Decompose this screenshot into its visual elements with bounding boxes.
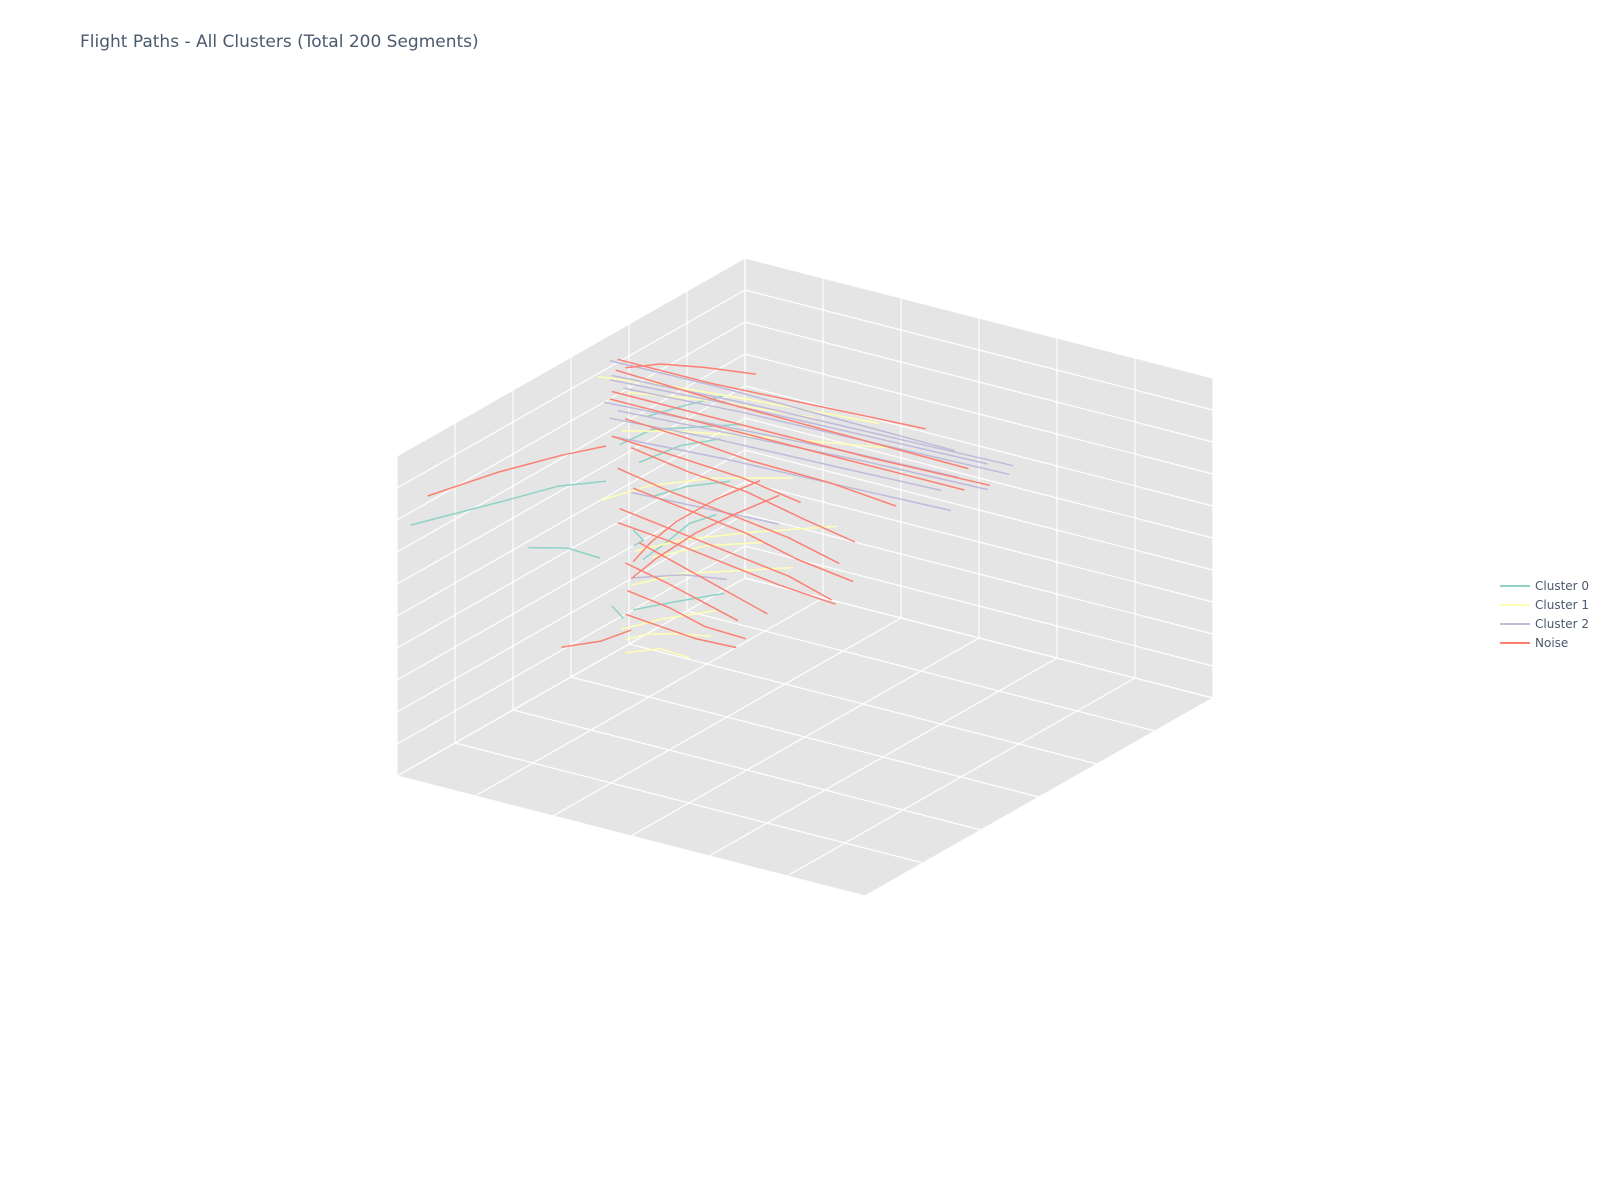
flight-path[interactable] xyxy=(631,566,793,587)
flight-path[interactable] xyxy=(630,494,780,580)
flight-path[interactable] xyxy=(623,387,1010,476)
flight-path[interactable] xyxy=(625,363,756,375)
legend-item[interactable]: Cluster 2 xyxy=(1500,614,1589,633)
gridline-z-back xyxy=(744,257,1214,379)
gridline-z-left xyxy=(396,289,746,489)
flight-path[interactable] xyxy=(633,592,725,611)
gridline-z-left xyxy=(396,513,746,713)
flight-path[interactable] xyxy=(630,447,856,543)
flight-path[interactable] xyxy=(652,541,764,558)
flight-path[interactable] xyxy=(652,480,731,498)
flight-path[interactable] xyxy=(625,632,712,641)
flight-path[interactable] xyxy=(642,513,717,561)
flight-path[interactable] xyxy=(609,359,955,452)
gridline-y-floor xyxy=(454,742,924,864)
flight-path[interactable] xyxy=(625,562,739,622)
flight-path[interactable] xyxy=(625,613,737,649)
series-noise[interactable] xyxy=(427,358,990,649)
flight-path[interactable] xyxy=(617,521,836,605)
gridline-y-floor xyxy=(570,676,1040,798)
flight-path[interactable] xyxy=(609,417,942,492)
flight-path[interactable] xyxy=(625,418,897,507)
flight-path[interactable] xyxy=(632,480,761,563)
legend-swatch xyxy=(1500,603,1530,606)
legend-label: Cluster 2 xyxy=(1535,616,1590,631)
legend-swatch xyxy=(1500,622,1530,625)
gridline-y-floor xyxy=(628,643,1098,765)
gridline-z-left xyxy=(396,577,746,777)
flight-path[interactable] xyxy=(611,435,951,512)
legend-swatch xyxy=(1500,584,1530,587)
flight-path[interactable] xyxy=(627,590,747,640)
gridline-z-back xyxy=(744,513,1214,635)
flight-path[interactable] xyxy=(599,477,793,502)
legend-label: Noise xyxy=(1535,635,1569,650)
gridline-z-back xyxy=(744,289,1214,411)
flight-path[interactable] xyxy=(609,379,988,465)
legend: Cluster 0 Cluster 1 Cluster 2 Noise xyxy=(1500,576,1589,652)
gridline-z-back xyxy=(744,417,1214,539)
flight-path[interactable] xyxy=(611,605,624,620)
flight-path[interactable] xyxy=(603,401,959,479)
flight-paths xyxy=(410,358,1014,659)
gridline-z-left xyxy=(396,545,746,745)
flight-path[interactable] xyxy=(598,376,879,424)
series-cluster-1[interactable] xyxy=(598,376,887,659)
gridline-z-back xyxy=(744,481,1214,603)
flight-path[interactable] xyxy=(638,541,768,615)
flight-path[interactable] xyxy=(609,398,965,491)
flight-path[interactable] xyxy=(528,546,601,559)
flight-path[interactable] xyxy=(617,358,926,430)
gridline-y-floor xyxy=(686,610,1156,732)
gridline-z-back xyxy=(744,385,1214,507)
flight-path[interactable] xyxy=(621,609,717,630)
legend-item[interactable]: Cluster 0 xyxy=(1500,576,1589,595)
flight-path[interactable] xyxy=(561,629,632,649)
gridline-z-back xyxy=(744,449,1214,571)
gridline-z-back xyxy=(744,353,1214,475)
flight-path[interactable] xyxy=(611,435,801,504)
legend-label: Cluster 0 xyxy=(1535,578,1590,593)
flight-path[interactable] xyxy=(635,525,838,552)
axis-panes xyxy=(397,258,1213,896)
gridline-y-floor xyxy=(396,775,866,897)
legend-item[interactable]: Cluster 1 xyxy=(1500,595,1589,614)
flight-path[interactable] xyxy=(611,390,990,487)
flight-path[interactable] xyxy=(632,529,644,547)
gridline-z-back xyxy=(744,545,1214,667)
flight-path[interactable] xyxy=(625,648,690,659)
legend-swatch xyxy=(1500,641,1530,644)
flight-path[interactable] xyxy=(427,445,607,497)
legend-item[interactable]: Noise xyxy=(1500,633,1589,652)
flight-path[interactable] xyxy=(615,369,969,470)
flight-path[interactable] xyxy=(410,480,607,526)
gridline-z-back xyxy=(744,321,1214,443)
gridline-y-floor xyxy=(512,709,982,831)
gridline-z-back xyxy=(744,577,1214,699)
gridline-z-left xyxy=(396,257,746,457)
flight-path[interactable] xyxy=(632,487,854,583)
chart-title: Flight Paths - All Clusters (Total 200 S… xyxy=(80,32,479,52)
flight-path[interactable] xyxy=(619,508,832,601)
flight-path[interactable] xyxy=(633,574,727,581)
legend-label: Cluster 1 xyxy=(1535,597,1590,612)
